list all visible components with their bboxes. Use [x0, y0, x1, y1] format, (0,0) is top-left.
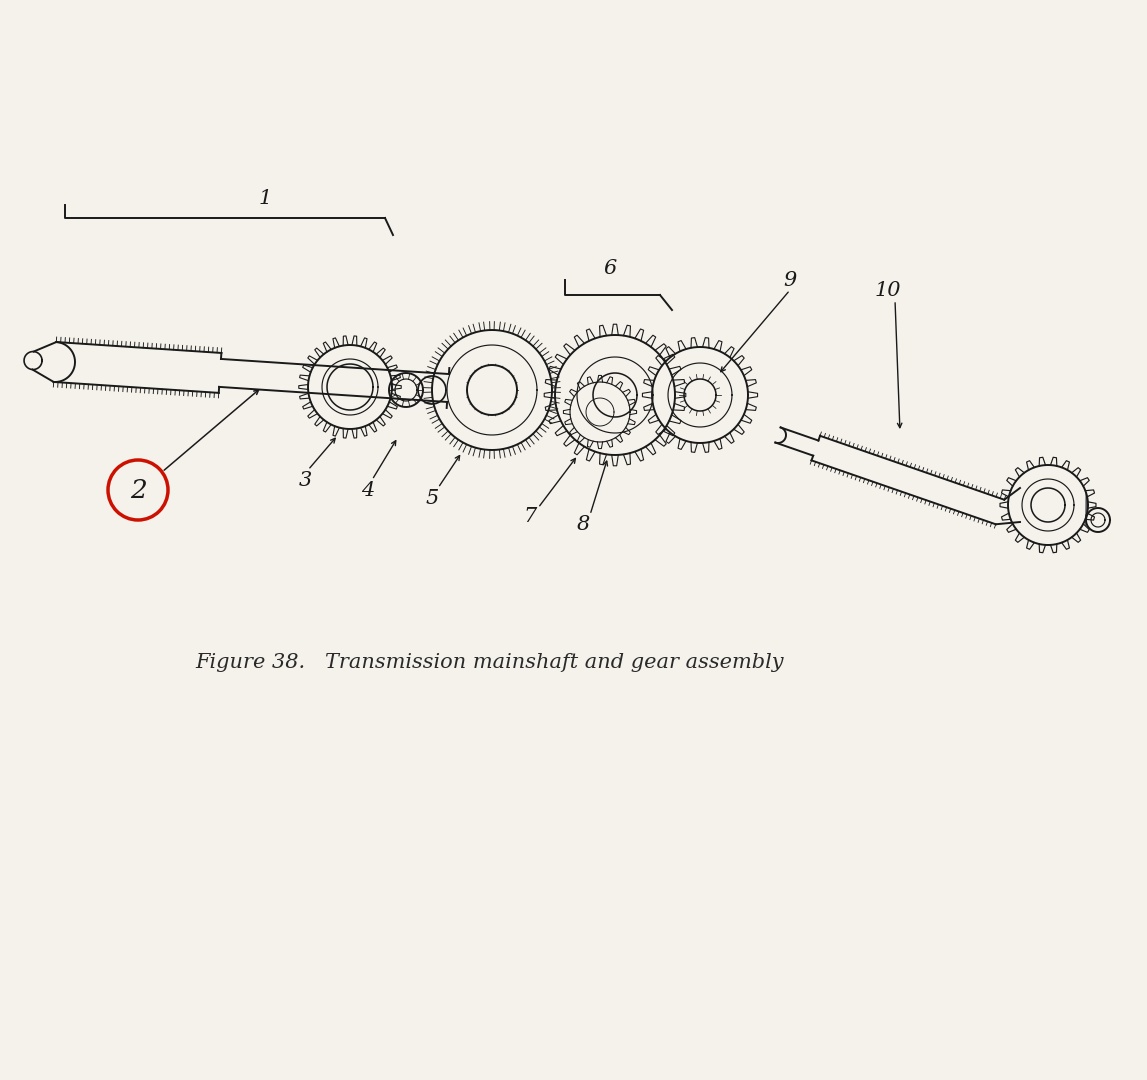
- Text: 3: 3: [298, 471, 312, 489]
- Text: 7: 7: [523, 508, 537, 526]
- Text: 2: 2: [130, 477, 147, 502]
- Text: 1: 1: [258, 189, 272, 207]
- Text: 10: 10: [875, 281, 902, 299]
- Text: 8: 8: [577, 515, 590, 535]
- Text: 4: 4: [361, 481, 375, 499]
- Text: Figure 38.   Transmission mainshaft and gear assembly: Figure 38. Transmission mainshaft and ge…: [196, 652, 785, 672]
- Text: 5: 5: [426, 488, 438, 508]
- Text: 6: 6: [603, 258, 617, 278]
- Text: 9: 9: [783, 270, 797, 289]
